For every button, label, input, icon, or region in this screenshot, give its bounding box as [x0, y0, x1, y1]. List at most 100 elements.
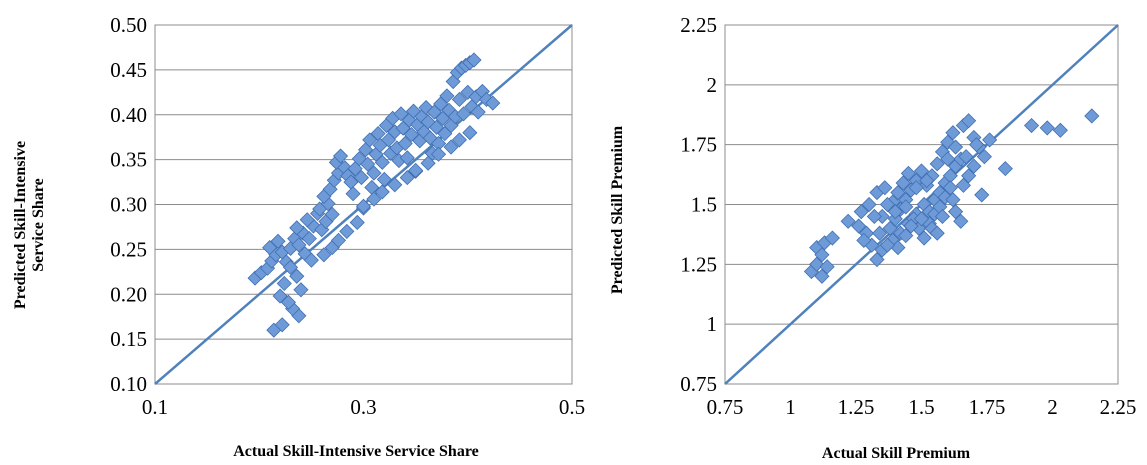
y-tick-label: 1.5 — [691, 193, 717, 217]
x-tick-label: 0.1 — [142, 395, 168, 419]
scatter-point — [872, 225, 888, 241]
scatter-point — [299, 212, 315, 228]
scatter-point — [399, 170, 415, 186]
scatter-point — [374, 184, 390, 200]
scatter-point — [879, 196, 896, 213]
scatter-point — [882, 220, 898, 236]
y-axis-title-line-1: Predicted Skill-Intensive — [12, 141, 29, 309]
scatter-point — [270, 233, 286, 249]
scatter-point — [968, 137, 985, 153]
scatter-point — [982, 132, 998, 148]
scatter-point — [997, 161, 1013, 177]
scatter-point — [330, 232, 347, 248]
scatter-point — [934, 208, 951, 225]
x-tick-label: 1 — [785, 395, 796, 419]
scatter-point — [303, 252, 319, 268]
scatter-point — [451, 132, 467, 148]
scatter-point — [824, 230, 840, 246]
y-tick-label: 0.50 — [110, 13, 147, 37]
scatter-point — [1023, 117, 1040, 134]
scatter-point — [280, 294, 297, 310]
scatter-point — [360, 156, 376, 172]
y-tick-label: 1.25 — [680, 252, 717, 276]
scatter-point — [262, 240, 278, 256]
scatter-point — [853, 204, 869, 220]
plot-frame — [724, 24, 1119, 385]
scatter-point — [898, 199, 914, 215]
x-tick-label: 1.25 — [838, 395, 875, 419]
scatter-point — [293, 282, 309, 298]
scatter-point — [814, 247, 830, 263]
scatter-point — [282, 259, 299, 275]
scatter-point — [919, 173, 935, 189]
scatter-point — [339, 223, 355, 239]
scatter-point — [887, 204, 903, 220]
scatter-point — [890, 184, 906, 201]
scatter-point — [374, 154, 390, 170]
scatter-point — [947, 139, 964, 155]
scatter-point — [403, 126, 420, 143]
scatter-point — [466, 52, 482, 68]
scatter-point — [856, 232, 872, 248]
scatter-point — [1052, 122, 1068, 138]
scatter-point — [439, 88, 455, 104]
y-tick-label: 0.40 — [110, 103, 147, 127]
scatter-point — [362, 132, 378, 148]
scatter-point — [1039, 120, 1055, 136]
chart-service-share: 0.10 0.15 0.20 0.25 0.30 0.35 0.40 0.45 0.50 0.1… — [12, 13, 585, 460]
scatter-point — [916, 230, 932, 246]
plot-frame — [154, 24, 573, 385]
scatter-point — [976, 149, 992, 165]
y-tick-labels: 0.10 0.15 0.20 0.25 0.30 0.35 0.40 0.45 0.50 — [110, 13, 147, 396]
scatter-point — [814, 268, 830, 284]
y-tick-label: 0.10 — [110, 372, 147, 396]
scatter-point — [456, 106, 472, 122]
scatter-point — [443, 139, 459, 155]
scatter-point — [942, 180, 958, 196]
scatter-point — [913, 211, 930, 227]
y-tick-label: 1 — [707, 312, 718, 336]
scatter-point — [900, 165, 916, 181]
y-tick-label: 0.35 — [110, 148, 147, 172]
scatter-point — [819, 259, 835, 275]
scatter-point — [291, 237, 307, 253]
scatter-point — [877, 180, 893, 196]
scatter-point — [349, 214, 365, 231]
y-tick-label: 2 — [707, 73, 718, 97]
scatter-points — [724, 24, 1119, 385]
scatter-point — [272, 288, 288, 304]
x-tick-label: 1.75 — [969, 395, 1006, 419]
scatter-point — [955, 177, 971, 193]
scatter-point — [903, 218, 919, 234]
scatter-point — [366, 165, 382, 181]
scatter-point — [276, 275, 292, 292]
scatter-point — [940, 151, 956, 167]
scatter-point — [945, 125, 961, 141]
y-tick-label: 1.75 — [680, 133, 717, 157]
scatter-point — [366, 191, 382, 207]
y-axis-title: Predicted Skill Premium — [609, 125, 626, 294]
scatter-point — [397, 135, 413, 152]
scatter-point — [353, 170, 369, 186]
scatter-point — [332, 148, 349, 164]
scatter-point — [355, 198, 372, 214]
scatter-point — [428, 119, 445, 135]
x-tick-labels: 0.1 0.3 0.5 — [142, 395, 585, 419]
scatter-point — [851, 218, 867, 234]
x-tick-label: 0.5 — [559, 395, 585, 419]
scatter-point — [289, 220, 305, 236]
x-tick-label: 0.3 — [350, 395, 376, 419]
scatter-point — [958, 149, 974, 165]
scatter-point — [316, 247, 332, 263]
scatter-point — [866, 208, 882, 225]
scatter-point — [961, 113, 977, 129]
scatter-point — [430, 146, 447, 162]
scatter-point — [324, 206, 340, 222]
scatter-point — [289, 268, 305, 284]
scatter-point — [274, 317, 290, 333]
scatter-point — [470, 104, 486, 120]
scatter-point — [879, 237, 896, 253]
y-tick-label: 0.15 — [110, 327, 147, 351]
x-tick-label: 0.75 — [707, 395, 744, 419]
